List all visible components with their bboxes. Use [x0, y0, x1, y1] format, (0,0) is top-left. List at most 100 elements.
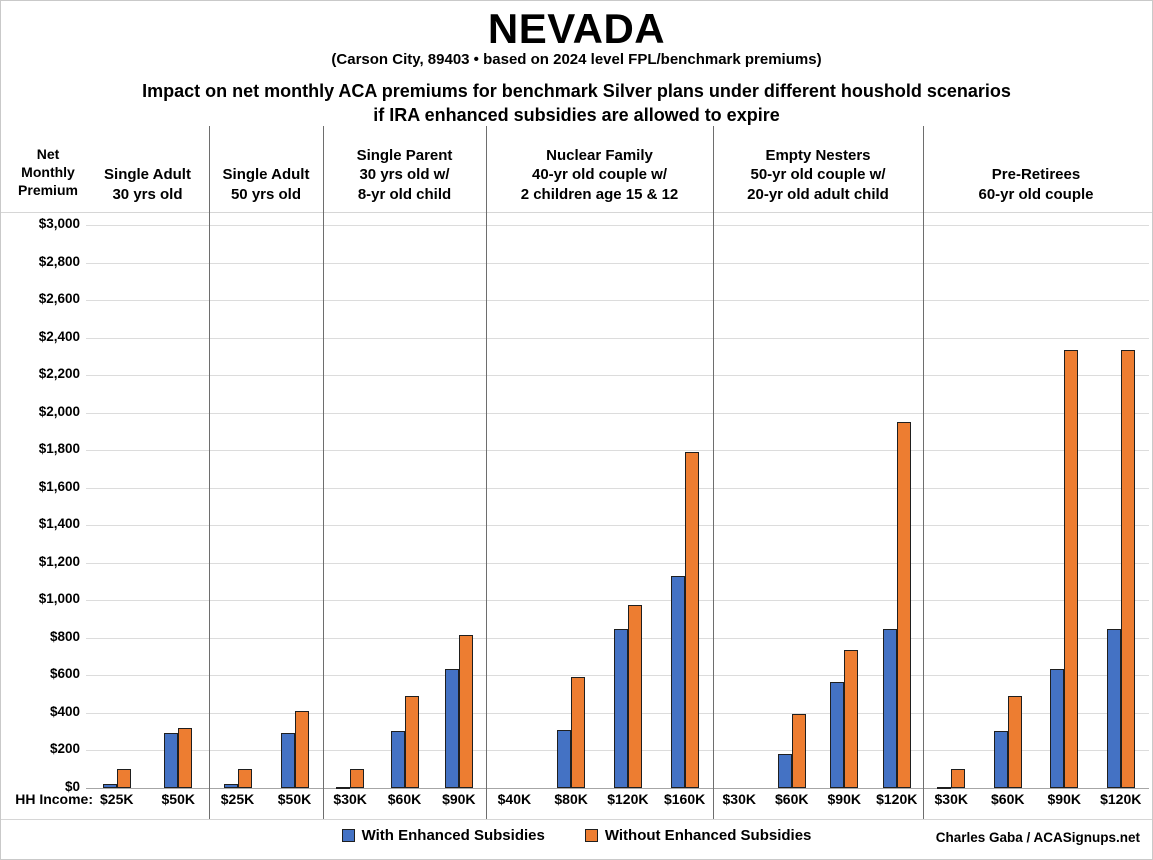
- group-header-line: Empty Nesters: [765, 146, 871, 164]
- gridline: [86, 600, 1149, 602]
- bar-without-subsidies: [627, 605, 642, 788]
- y-axis-title-line: Premium: [18, 182, 78, 198]
- legend-label: With Enhanced Subsidies: [361, 827, 545, 844]
- group-header-line: Single Parent: [356, 146, 453, 164]
- group-header-line: 30 yrs old w/: [359, 166, 450, 183]
- group-header-line: 40-yr old couple w/: [531, 166, 668, 183]
- bar-without-subsidies: [458, 635, 473, 788]
- gridline: [86, 450, 1149, 452]
- gridline: [86, 262, 1149, 264]
- bar-without-subsidies: [684, 452, 699, 788]
- bar-with-subsidies: [223, 784, 238, 788]
- group-header: Nuclear Family 40-yr old couple w/2 child…: [486, 129, 713, 211]
- bar-without-subsidies: [116, 769, 131, 788]
- income-label: $90K: [442, 791, 476, 807]
- income-label: $60K: [991, 791, 1025, 807]
- income-label: $30K: [333, 791, 367, 807]
- income-label: $120K: [876, 791, 918, 807]
- x-axis-title: HH Income:: [15, 791, 93, 807]
- group-header-line: 50-yr old couple w/: [750, 166, 886, 183]
- income-label: $40K: [497, 791, 532, 807]
- income-label: $120K: [607, 791, 649, 807]
- header-separator-line: [1, 212, 1152, 213]
- bar-with-subsidies: [444, 668, 459, 788]
- bar-with-subsidies: [390, 730, 405, 788]
- chart-description-line2: if IRA enhanced subsidies are allowed to…: [373, 105, 780, 125]
- y-tick-label: $1,800: [38, 441, 80, 457]
- legend-swatch-blue-icon: [341, 829, 355, 842]
- bar-without-subsidies: [1007, 696, 1022, 788]
- income-label: $30K: [722, 791, 756, 807]
- group-header: Single Adult 50 yrs old: [209, 129, 323, 211]
- income-label: $80K: [554, 791, 588, 807]
- y-tick-label: $1,600: [38, 478, 80, 494]
- group-header: Single Parent 30 yrs old w/8-yr old child: [323, 129, 486, 211]
- y-axis-title: Net Monthly Premium: [9, 145, 87, 199]
- group-header-line: 2 children age 15 & 12: [520, 185, 679, 203]
- income-label: $50K: [161, 791, 195, 807]
- group-header: Pre-Retirees 60-yr old couple: [923, 129, 1149, 211]
- group-header-line: 60-yr old couple: [978, 185, 1094, 203]
- income-label: $160K: [663, 791, 706, 807]
- bar-without-subsidies: [350, 769, 365, 788]
- y-tick-label: $3,000: [38, 216, 80, 231]
- group-divider: [923, 126, 924, 819]
- y-tick-label: $1,000: [38, 591, 80, 607]
- chart-title: NEVADA: [487, 5, 666, 52]
- group-header-line: 20-yr old adult child: [747, 185, 889, 203]
- y-tick-label: $400: [49, 703, 80, 719]
- group-header: Single Adult 30 yrs old: [86, 129, 209, 211]
- group-header-line: Single Adult: [222, 166, 310, 183]
- bar-with-subsidies: [882, 629, 897, 788]
- y-tick-label: $800: [49, 628, 80, 644]
- y-tick-label: $1,200: [38, 553, 80, 569]
- y-tick-label: $2,400: [38, 328, 80, 344]
- legend-label: Without Enhanced Subsidies: [604, 827, 812, 844]
- bar-without-subsidies: [404, 696, 419, 788]
- income-label: $120K: [1100, 791, 1142, 807]
- group-header: Empty Nesters 50-yr old couple w/20-yr ol…: [713, 129, 923, 211]
- gridline: [86, 788, 1149, 789]
- bar-without-subsidies: [1120, 349, 1135, 788]
- income-label: $90K: [1047, 791, 1081, 807]
- group-header-line: 50 yrs old: [230, 185, 302, 203]
- income-label: $90K: [827, 791, 861, 807]
- chart-subtitle: (Carson City, 89403 • based on 2024 leve…: [331, 51, 822, 68]
- legend-swatch-orange-icon: [584, 829, 598, 842]
- income-label: $60K: [775, 791, 809, 807]
- gridline: [86, 487, 1149, 489]
- gridline: [86, 300, 1149, 302]
- gridline: [86, 225, 1149, 226]
- group-header-line: Single Adult: [104, 166, 191, 183]
- y-tick-label: $200: [49, 741, 80, 757]
- bar-without-subsidies: [237, 769, 252, 788]
- bar-with-subsidies: [336, 786, 351, 789]
- income-label: $50K: [277, 791, 312, 807]
- bar-with-subsidies: [993, 730, 1008, 788]
- income-label: $60K: [387, 791, 422, 807]
- income-label: $30K: [934, 791, 968, 807]
- group-divider: [209, 126, 210, 819]
- bar-without-subsidies: [951, 769, 966, 788]
- group-divider: [486, 126, 487, 819]
- bar-without-subsidies: [896, 422, 911, 788]
- y-tick-label: $600: [49, 666, 80, 682]
- y-tick-label: $1,400: [38, 516, 80, 532]
- footer-separator-line: [1, 819, 1152, 820]
- group-header-line: 30 yrs old: [112, 185, 183, 203]
- bar-with-subsidies: [670, 575, 685, 788]
- bar-without-subsidies: [844, 650, 859, 788]
- bar-with-subsidies: [1106, 629, 1121, 788]
- legend-item-with-subsidies: With Enhanced Subsidies: [341, 827, 545, 844]
- bar-with-subsidies: [164, 732, 179, 788]
- bar-with-subsidies: [937, 786, 952, 789]
- bar-with-subsidies: [557, 729, 572, 788]
- group-divider: [713, 126, 714, 819]
- gridline: [86, 375, 1149, 377]
- income-label: $25K: [100, 791, 134, 807]
- legend-item-without-subsidies: Without Enhanced Subsidies: [584, 827, 812, 844]
- bar-with-subsidies: [102, 784, 117, 788]
- bar-without-subsidies: [1064, 349, 1079, 788]
